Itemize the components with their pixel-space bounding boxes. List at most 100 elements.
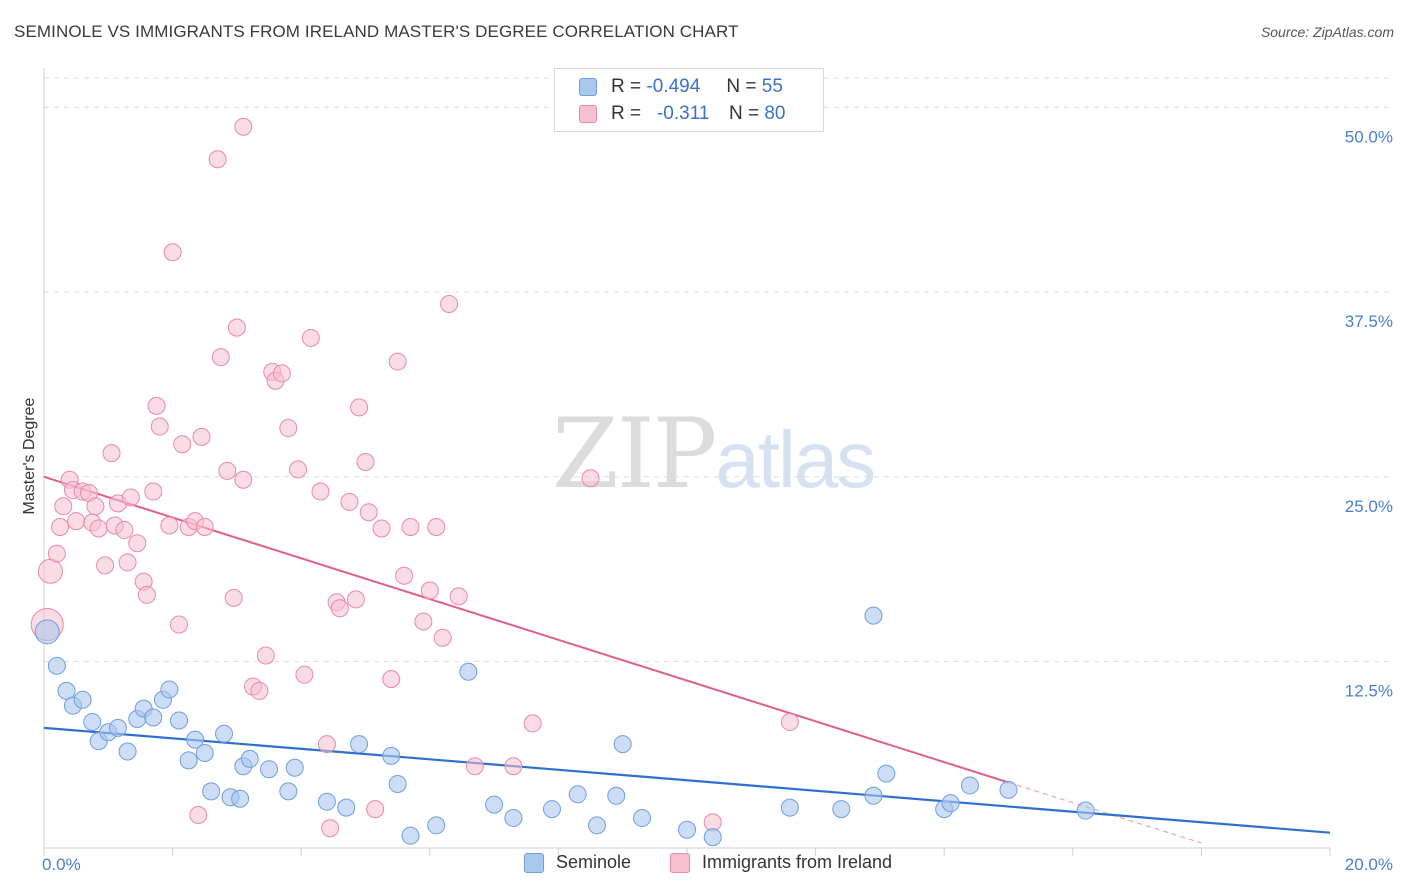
point-ireland [465,757,484,776]
point-seminole [877,764,896,783]
point-seminole [215,724,234,743]
point-seminole [195,743,214,762]
point-ireland [317,735,336,754]
source-label: Source: ZipAtlas.com [1260,24,1394,40]
y-axis-label: Master's Degree [21,397,38,514]
legend-row-ireland: R = -0.311 N = 80 [579,102,785,126]
point-ireland [150,417,169,436]
point-ireland [102,444,121,463]
x-tick-label: 0.0% [42,855,81,874]
point-ireland [295,665,314,684]
point-ireland [449,587,468,606]
bottom-legend-label-seminole: Seminole [556,852,632,872]
point-seminole [607,786,626,805]
legend-n-value-seminole: 55 [761,76,783,97]
point-seminole [160,680,179,699]
point-ireland [366,800,385,819]
point-seminole [832,800,851,819]
point-seminole [632,808,651,827]
series-ireland-points [30,117,799,838]
point-ireland [346,590,365,609]
point-ireland [340,492,359,511]
point-ireland [311,482,330,501]
point-seminole [504,808,523,827]
point-ireland [401,517,420,536]
chart-title: SEMINOLE VS IMMIGRANTS FROM IRELAND MAST… [14,22,739,41]
point-seminole [260,760,279,779]
point-seminole [285,758,304,777]
point-seminole [118,742,137,761]
point-ireland [192,427,211,446]
y-tick-label: 25.0% [1345,497,1393,516]
point-seminole [317,792,336,811]
tick-labels: 12.5% 25.0% 37.5% 50.0% 0.0% 20.0% [42,128,1393,874]
trend-lines [43,475,1331,844]
point-ireland [54,497,73,516]
point-ireland [288,460,307,479]
point-ireland [128,534,147,553]
point-ireland [37,558,63,584]
point-seminole [678,820,696,839]
point-ireland [256,646,275,665]
point-seminole [427,816,446,835]
y-tick-label: 12.5% [1345,681,1393,700]
point-seminole [864,786,883,805]
legend-r-label: R = [611,103,642,124]
point-ireland [427,517,446,536]
point-ireland [67,512,86,531]
point-seminole [202,782,221,801]
bottom-legend-ireland: Immigrants from Ireland [670,852,892,873]
point-ireland [218,461,237,480]
point-ireland [780,712,799,731]
point-ireland [163,243,182,262]
point-seminole [568,785,587,804]
point-seminole [34,619,60,645]
point-seminole [382,746,401,765]
legend-r-label: R = [611,76,642,97]
point-seminole [999,780,1018,799]
point-ireland [86,497,105,516]
point-ireland [47,544,66,563]
point-seminole [179,751,198,770]
point-seminole [47,656,66,675]
watermark-zip: ZIP [552,398,717,510]
legend-swatch-seminole [579,78,597,96]
point-ireland [504,757,523,776]
point-ireland [382,670,401,689]
point-ireland [170,615,189,634]
point-ireland [96,556,115,575]
y-tick-label: 50.0% [1345,128,1393,147]
point-ireland [388,352,407,371]
point-seminole [587,816,606,835]
legend-n-value-ireland: 80 [764,103,786,124]
point-ireland [121,488,140,507]
point-seminole [186,730,205,749]
point-ireland [195,517,214,536]
bottom-legend-seminole: Seminole [524,852,631,873]
point-ireland [581,469,600,488]
legend-row-seminole: R = -0.494 N = 55 [579,75,783,99]
point-seminole [542,800,561,819]
point-ireland [208,150,227,169]
point-ireland [224,588,243,607]
point-ireland [227,318,246,337]
point-seminole [960,776,979,795]
legend-r-value-ireland: -0.311 [656,103,710,124]
legend-n-label: N = [726,76,757,97]
point-ireland [440,294,459,313]
watermark: ZIPatlas [552,398,876,510]
point-ireland [272,364,291,383]
point-ireland [89,519,108,538]
legend-n-label: N = [728,103,760,124]
point-ireland [359,503,378,522]
point-ireland [321,819,340,838]
point-seminole [864,606,883,625]
point-seminole [941,794,960,813]
point-ireland [211,348,230,367]
point-seminole [780,798,799,817]
x-tick-label: 20.0% [1345,855,1393,874]
grid-lines [44,77,1392,662]
point-seminole [231,789,250,808]
point-ireland [301,328,320,347]
